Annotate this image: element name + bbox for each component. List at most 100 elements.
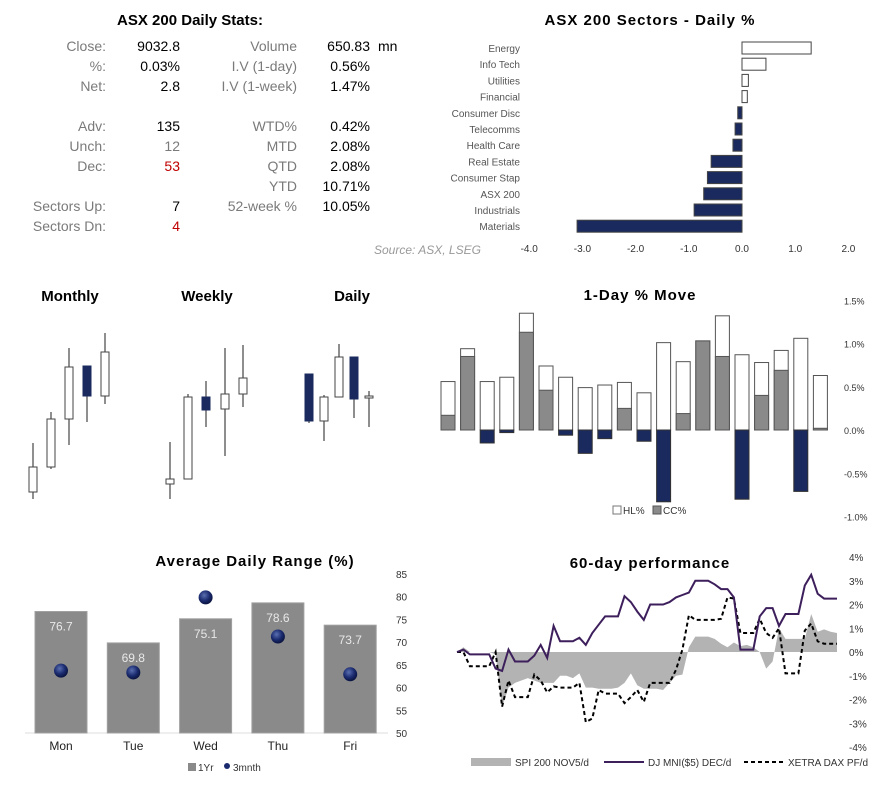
cc-bar bbox=[499, 429, 515, 434]
x-tick-label: Fri bbox=[343, 739, 357, 753]
sectors-title: ASX 200 Sectors - Daily % bbox=[544, 12, 756, 29]
spi-area bbox=[457, 614, 837, 707]
stat-value: 4 bbox=[172, 218, 180, 234]
cc-bar bbox=[695, 340, 711, 431]
y-tick-label: 1.0% bbox=[844, 340, 865, 350]
source-note: Source: ASX, LSEG bbox=[374, 243, 481, 257]
adr-dot bbox=[198, 590, 213, 605]
sector-label: Health Care bbox=[467, 141, 521, 152]
dj-line bbox=[456, 572, 837, 673]
y-tick-label: 2% bbox=[849, 601, 864, 612]
cc-bar bbox=[518, 331, 534, 431]
y-tick-label: 0.5% bbox=[844, 383, 865, 393]
x-tick-label: Tue bbox=[123, 739, 144, 753]
adr-bar-label: 78.6 bbox=[266, 611, 290, 625]
y-tick-label: 1% bbox=[849, 624, 864, 635]
x-tick-label: Thu bbox=[268, 739, 289, 753]
candle-body bbox=[100, 351, 110, 397]
stat-value: 2.8 bbox=[160, 78, 180, 94]
x-tick-label: -3.0 bbox=[574, 244, 592, 255]
perf-title: 60-day performance bbox=[569, 555, 731, 572]
cc-bar bbox=[734, 429, 750, 500]
adr-dot bbox=[54, 663, 68, 678]
x-tick-label: Mon bbox=[49, 739, 72, 753]
legend-label: XETRA DAX PF/d bbox=[788, 758, 868, 769]
candle-body bbox=[238, 377, 248, 395]
legend-label: SPI 200 NOV5/d bbox=[515, 758, 589, 769]
sector-label: Utilities bbox=[488, 76, 520, 87]
hl-bar bbox=[656, 342, 672, 431]
x-tick-label: 2.0 bbox=[841, 244, 855, 255]
legend-swatch-hl bbox=[612, 505, 622, 515]
cc-bar bbox=[460, 355, 476, 431]
legend-label: 3mnth bbox=[233, 763, 261, 774]
y-tick-label: 50 bbox=[396, 729, 408, 740]
stats-title: ASX 200 Daily Stats: bbox=[117, 12, 263, 29]
stat-label: MTD bbox=[266, 138, 297, 154]
sector-label: Real Estate bbox=[468, 157, 520, 168]
sector-bar bbox=[741, 57, 767, 71]
stat-label: Adv: bbox=[77, 118, 106, 134]
y-tick-label: -4% bbox=[849, 743, 867, 754]
stat-value: 2.08% bbox=[330, 138, 370, 154]
stat-label: YTD bbox=[269, 178, 297, 194]
one-day-move-title: 1-Day % Move bbox=[583, 287, 697, 304]
sector-label: ASX 200 bbox=[481, 190, 521, 201]
sector-label: Info Tech bbox=[480, 60, 520, 71]
stat-value: 650.83 bbox=[327, 38, 370, 54]
hl-bar bbox=[636, 392, 652, 431]
sector-bar bbox=[710, 154, 743, 168]
stat-value: 135 bbox=[156, 118, 180, 134]
candle-body bbox=[82, 365, 92, 397]
stat-label: 52-week % bbox=[227, 198, 297, 214]
stat-label: %: bbox=[89, 58, 106, 74]
dax-line bbox=[457, 596, 837, 724]
adr-dot bbox=[270, 629, 285, 644]
stat-value: 7 bbox=[172, 198, 180, 214]
y-tick-label: -2% bbox=[849, 696, 867, 707]
adr-bar-label: 73.7 bbox=[339, 633, 363, 647]
legend-label: 1Yr bbox=[198, 763, 214, 774]
sector-label: Materials bbox=[479, 222, 520, 233]
y-tick-label: 3% bbox=[849, 577, 864, 588]
legend-label: HL% bbox=[623, 506, 645, 517]
sector-bar bbox=[741, 90, 748, 104]
hl-bar bbox=[558, 376, 574, 431]
stat-label: I.V (1-week) bbox=[221, 78, 297, 94]
cc-bar bbox=[773, 369, 789, 431]
sector-label: Consumer Stap bbox=[451, 174, 521, 185]
candle-body bbox=[319, 396, 329, 422]
stat-value: 10.05% bbox=[322, 198, 370, 214]
x-tick-label: -4.0 bbox=[521, 244, 539, 255]
y-tick-label: -0.5% bbox=[844, 469, 868, 479]
legend-label: DJ MNI($5) DEC/d bbox=[648, 758, 731, 769]
cc-bar bbox=[812, 427, 828, 431]
x-tick-label: -2.0 bbox=[627, 244, 645, 255]
stat-value: 10.71% bbox=[322, 178, 370, 194]
cc-bar bbox=[616, 407, 632, 431]
stat-label: QTD bbox=[267, 158, 297, 174]
daily-title: Daily bbox=[334, 288, 370, 305]
adr-bar bbox=[251, 602, 305, 734]
x-tick-label: Wed bbox=[193, 739, 217, 753]
adr-bar-label: 76.7 bbox=[49, 620, 73, 634]
sector-label: Energy bbox=[488, 44, 520, 55]
cc-bar bbox=[558, 429, 574, 436]
y-tick-label: -1.0% bbox=[844, 513, 868, 523]
stat-value: 0.03% bbox=[140, 58, 180, 74]
x-tick-label: 1.0 bbox=[788, 244, 802, 255]
legend-swatch-1yr bbox=[188, 763, 196, 771]
adr-bar bbox=[106, 642, 160, 734]
cc-bar bbox=[577, 429, 593, 454]
cc-bar bbox=[754, 394, 770, 431]
stat-value: 2.08% bbox=[330, 158, 370, 174]
sector-label: Financial bbox=[480, 93, 520, 104]
stat-value: 1.47% bbox=[330, 78, 370, 94]
sector-bar bbox=[737, 106, 743, 120]
sector-bar bbox=[703, 187, 743, 201]
candle-body bbox=[364, 395, 374, 399]
cc-bar bbox=[656, 429, 672, 503]
sector-bar bbox=[734, 122, 743, 136]
candle-body bbox=[64, 366, 74, 420]
